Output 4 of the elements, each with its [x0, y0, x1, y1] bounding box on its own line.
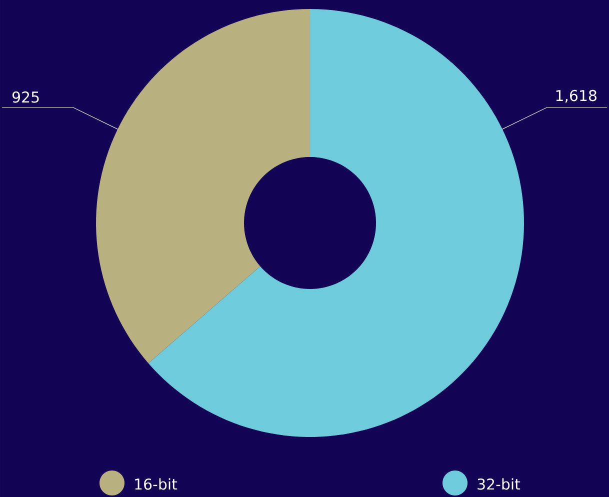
- legend-label: 16-bit: [135, 478, 178, 490]
- data-label: 1,618: [556, 90, 596, 103]
- data-label: 925: [12, 91, 39, 103]
- legend-label: 32-bit: [478, 478, 520, 490]
